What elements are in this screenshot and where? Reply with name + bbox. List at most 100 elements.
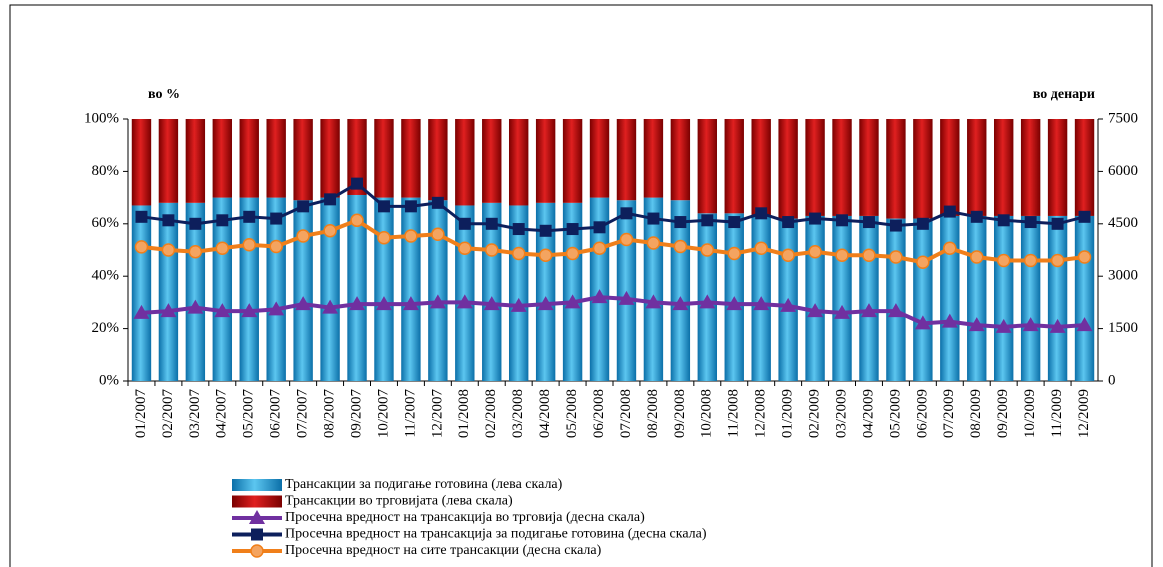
- legend-label: Просечна вредност на сите трансакции (де…: [285, 543, 602, 558]
- bar: [401, 197, 421, 381]
- y2-tick-label: 3000: [1108, 268, 1138, 284]
- marker: [296, 229, 310, 243]
- marker: [242, 238, 256, 252]
- marker: [754, 241, 768, 256]
- bar: [455, 119, 475, 206]
- marker: [216, 214, 229, 227]
- frame: [9, 4, 1153, 567]
- marker: [970, 210, 983, 223]
- marker: [1023, 253, 1038, 268]
- bar: [643, 119, 664, 198]
- bar: [212, 119, 233, 198]
- bar: [212, 197, 233, 381]
- bar: [859, 215, 879, 381]
- marker: [402, 296, 419, 311]
- marker: [591, 289, 608, 304]
- marker: [862, 216, 875, 229]
- marker: [619, 232, 634, 247]
- marker: [647, 212, 660, 225]
- marker: [133, 304, 150, 319]
- marker: [700, 243, 715, 257]
- legend-swatch: [232, 495, 282, 508]
- x-tick-label: 10/2008: [699, 389, 715, 438]
- bar: [347, 194, 367, 381]
- bar: [428, 119, 448, 201]
- legend-label: Трансакции за подигање готовина (лева ск…: [285, 477, 563, 492]
- x-tick-label: 06/2008: [591, 389, 607, 438]
- bar: [940, 119, 960, 216]
- marker: [510, 297, 527, 312]
- bar: [670, 119, 691, 201]
- marker: [860, 303, 877, 318]
- marker: [351, 177, 364, 190]
- x-tick-label: 07/2009: [941, 389, 957, 438]
- bar: [1047, 119, 1068, 216]
- x-tick-label: 11/2009: [1049, 389, 1065, 438]
- marker: [887, 303, 904, 318]
- bar: [293, 200, 313, 381]
- x-tick-label: 01/2007: [133, 389, 149, 439]
- marker: [429, 294, 446, 309]
- marker: [189, 217, 202, 230]
- marker: [1078, 210, 1091, 223]
- y2-tick-label: 4500: [1108, 215, 1138, 231]
- bar: [913, 218, 933, 381]
- bar: [643, 197, 664, 381]
- bar: [347, 119, 367, 195]
- marker: [968, 317, 985, 332]
- bar: [401, 119, 421, 198]
- x-tick-label: 11/2007: [402, 389, 418, 438]
- marker: [249, 510, 265, 524]
- bar: [1074, 215, 1095, 381]
- x-tick-label: 05/2009: [887, 389, 903, 438]
- y2-tick-label: 0: [1108, 372, 1116, 388]
- marker: [349, 296, 366, 311]
- marker: [250, 544, 264, 558]
- marker: [377, 231, 391, 245]
- legend-label: Просечна вредност на трансакција за поди…: [285, 527, 707, 542]
- marker: [404, 200, 417, 213]
- bar: [832, 215, 852, 381]
- y-tick-label: 0%: [99, 372, 119, 388]
- bar: [158, 202, 179, 381]
- marker: [350, 213, 364, 228]
- bar: [239, 119, 259, 198]
- bar: [616, 119, 637, 201]
- x-tick-label: 09/2008: [672, 389, 688, 438]
- x-tick-label: 08/2009: [968, 389, 984, 438]
- bar: [266, 197, 286, 381]
- x-tick-label: 03/2009: [833, 389, 849, 438]
- marker: [1076, 317, 1093, 332]
- y-tick-label: 80%: [92, 163, 120, 179]
- marker: [565, 246, 580, 261]
- bar: [374, 197, 394, 381]
- marker: [322, 299, 339, 314]
- marker: [995, 318, 1012, 333]
- x-tick-label: 12/2008: [753, 389, 769, 438]
- marker: [620, 207, 633, 220]
- marker: [646, 236, 661, 250]
- marker: [485, 217, 498, 230]
- marker: [377, 200, 390, 213]
- bar: [589, 119, 610, 198]
- marker: [295, 296, 312, 311]
- x-tick-label: 06/2007: [268, 389, 284, 439]
- marker: [215, 241, 230, 256]
- x-tick-label: 01/2009: [780, 389, 796, 438]
- marker: [324, 193, 337, 206]
- bar: [1020, 119, 1041, 216]
- marker: [268, 301, 285, 316]
- marker: [943, 241, 957, 256]
- y2-tick-label: 6000: [1108, 163, 1138, 179]
- marker: [726, 296, 743, 311]
- marker: [187, 299, 204, 314]
- marker: [431, 196, 444, 209]
- bar: [239, 197, 259, 381]
- marker: [241, 303, 258, 318]
- bar: [562, 119, 583, 203]
- bar: [1047, 215, 1068, 381]
- marker: [323, 224, 337, 238]
- bar: [482, 119, 502, 203]
- bar: [535, 119, 556, 203]
- marker: [782, 216, 795, 229]
